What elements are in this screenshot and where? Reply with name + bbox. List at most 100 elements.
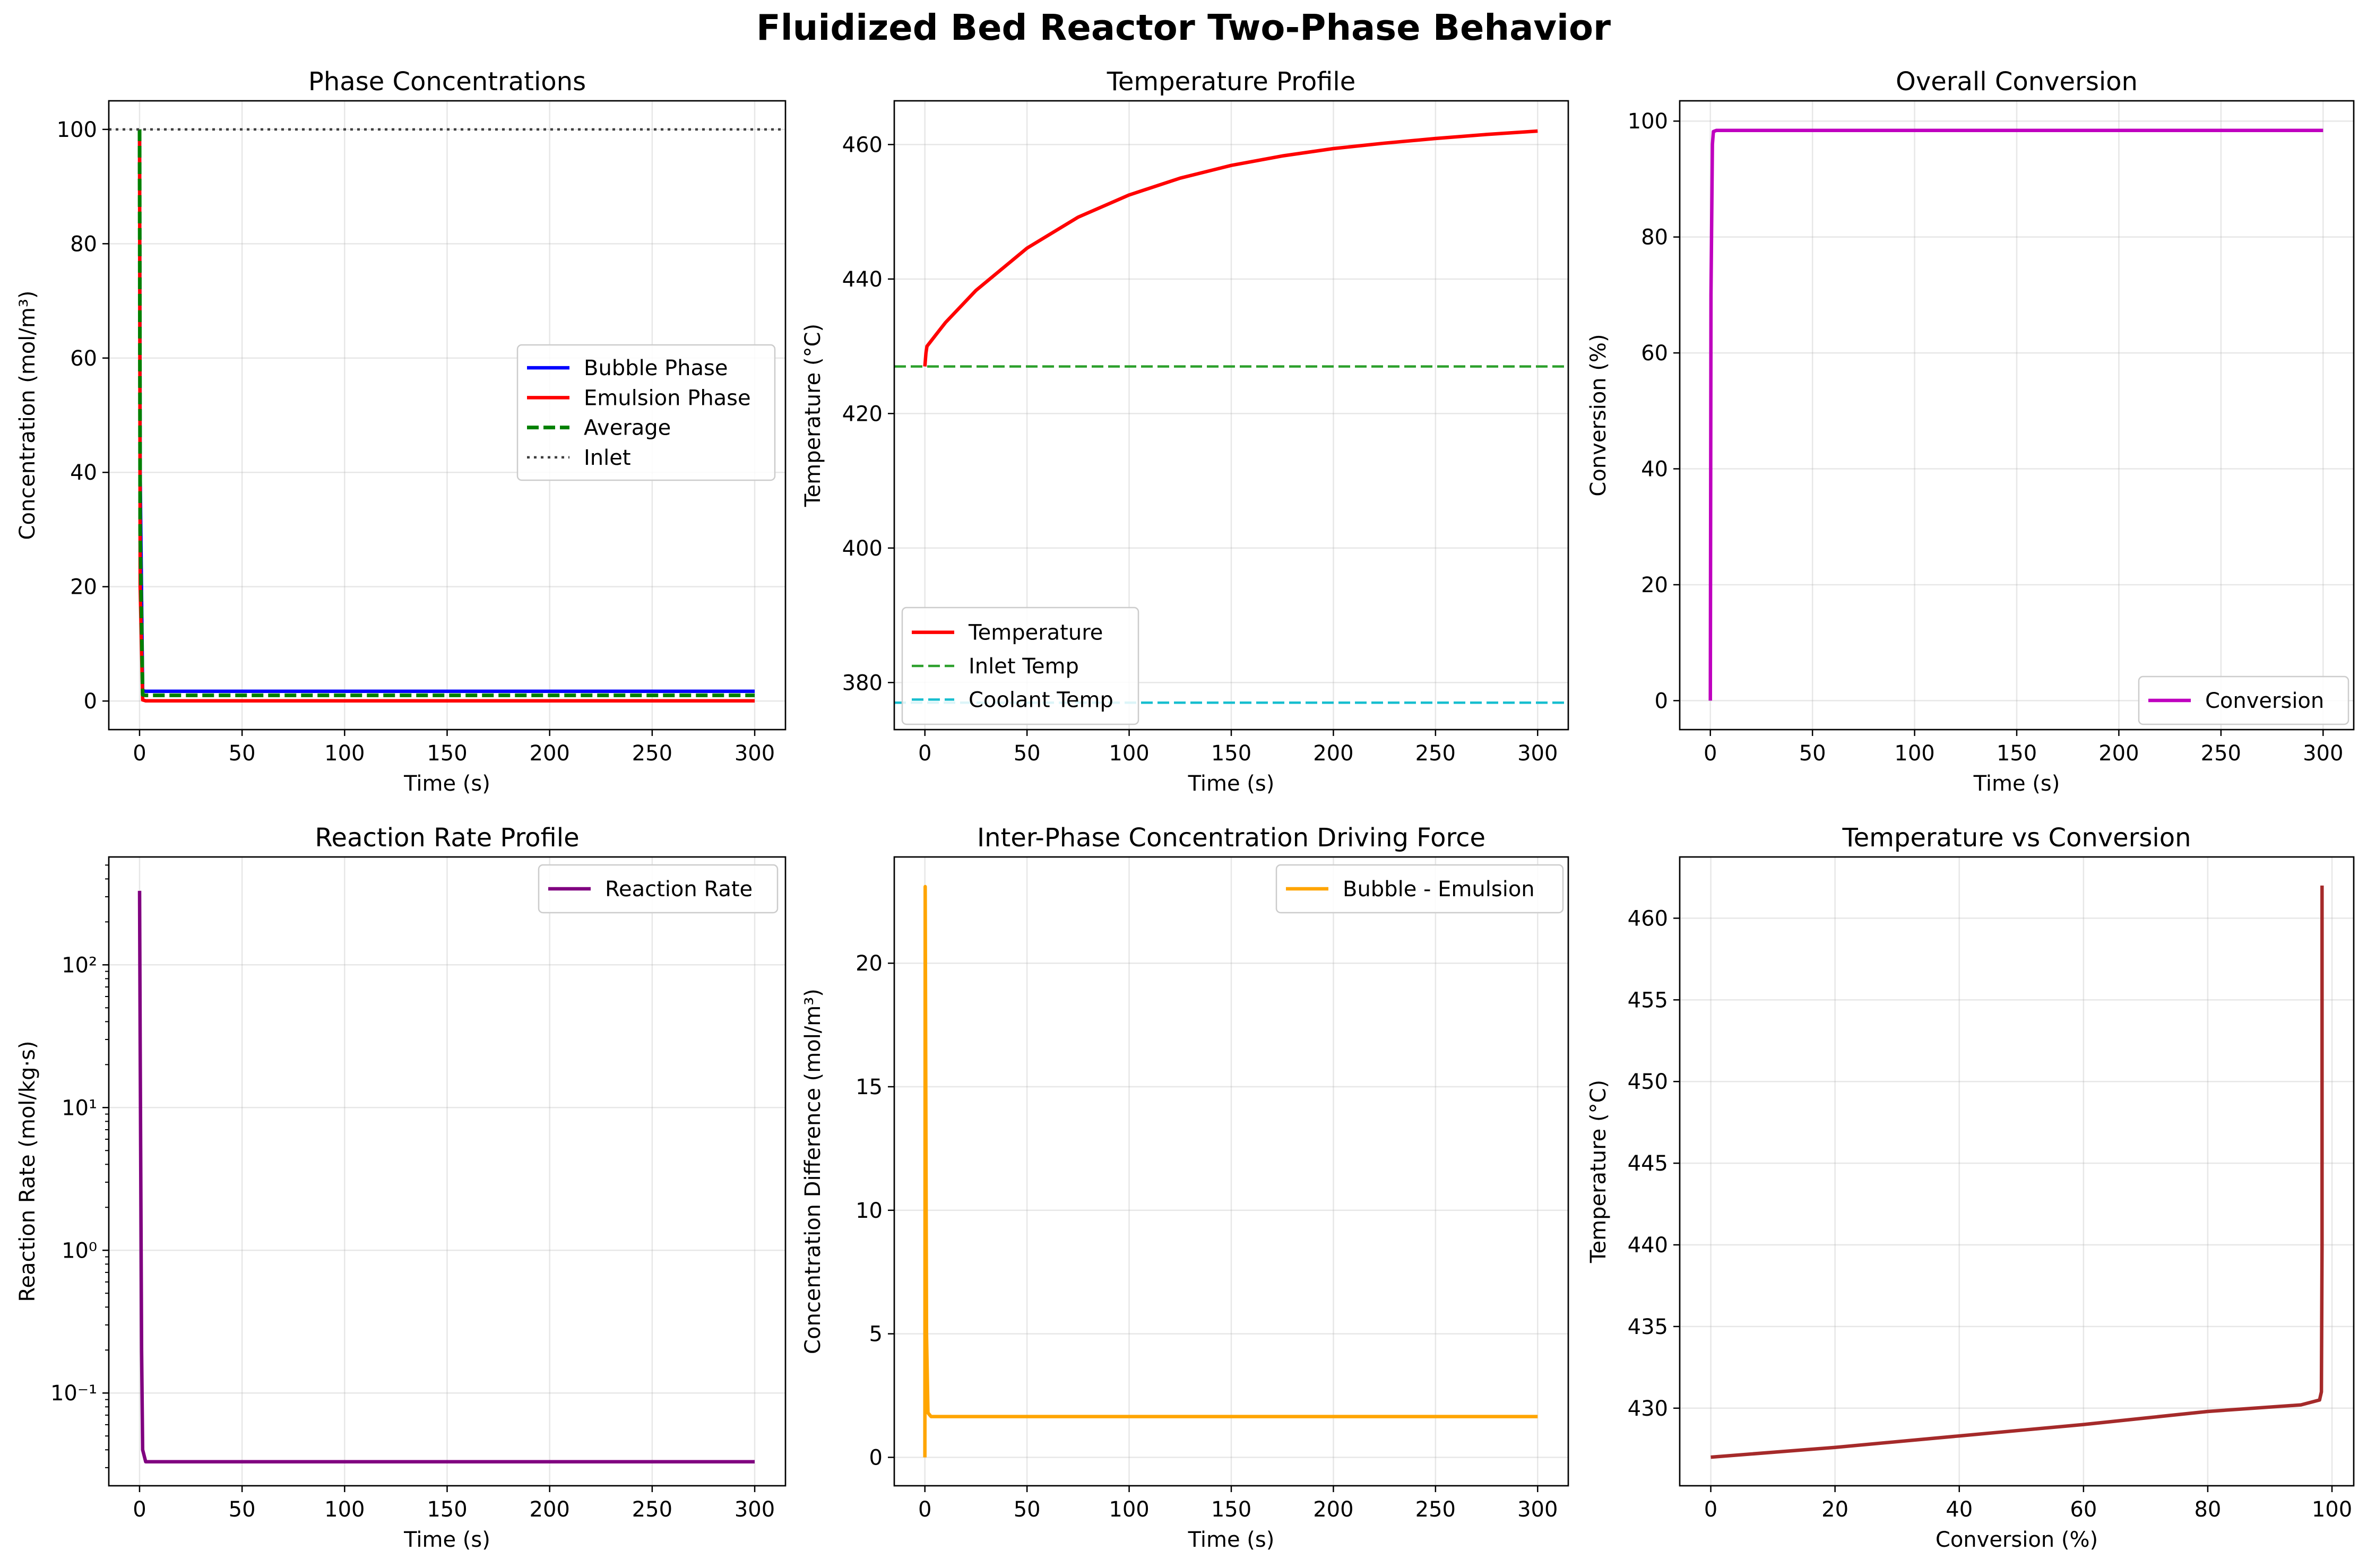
x-tick-label: 100: [1894, 741, 1934, 766]
legend-label-bubble-phase: Bubble Phase: [584, 356, 728, 380]
x-tick-label: 0: [133, 741, 146, 766]
y-tick-label: 20: [70, 575, 97, 600]
series-line-conversion: [1708, 128, 2323, 701]
legend: Reaction Rate: [538, 864, 779, 914]
y-tick-label: 20: [1641, 573, 1668, 597]
x-tick-label: 200: [1313, 1497, 1353, 1522]
y-tick-label: 80: [1641, 226, 1668, 250]
x-axis-label: Time (s): [403, 772, 490, 796]
y-tick-label: 40: [70, 461, 97, 485]
x-tick-label: 150: [1211, 741, 1251, 766]
y-tick-label: 60: [70, 346, 97, 371]
legend: Temperature Inlet Temp Coolant Temp: [901, 607, 1139, 725]
legend: Bubble Phase Emulsion Phase Average Inlet: [516, 344, 776, 481]
subplot-6: 0 20 40 60 80 100 430 435 440 445 450 455 460 Tempera…: [1586, 823, 2355, 1552]
x-tick-label: 100: [1109, 1497, 1149, 1522]
x-tick-label: 250: [2201, 741, 2241, 766]
x-axis-label: Time (s): [1973, 772, 2060, 796]
y-tick-label: 400: [842, 536, 883, 561]
subplot-4: 0 50 100 150 200 250 300 10⁻¹ 10⁰ 10¹ 10² Reaction …: [15, 823, 787, 1552]
series-group: [1708, 128, 2323, 701]
legend-label-emulsion-phase: Emulsion Phase: [584, 386, 751, 410]
y-tick-label: 0: [869, 1445, 883, 1470]
legend-label-bubble-emulsion: Bubble - Emulsion: [1343, 877, 1535, 902]
series-line-data: [1711, 885, 2324, 1459]
series-group: [1711, 885, 2324, 1459]
y-tick-label: 0: [1655, 689, 1668, 713]
series-line-bubble-emulsion: [923, 885, 1538, 1458]
y-tick-label: 5: [869, 1322, 883, 1347]
y-tick-label: 10¹: [62, 1096, 97, 1120]
x-tick-label: 100: [324, 741, 365, 766]
y-tick-label: 0: [84, 689, 97, 714]
x-axis-label: Time (s): [403, 1528, 490, 1552]
plot-area: [1680, 857, 2354, 1486]
figure-title: Fluidized Bed Reactor Two-Phase Behavior: [756, 7, 1611, 48]
x-tick-label: 200: [1313, 741, 1353, 766]
x-axis-label: Time (s): [1188, 1528, 1275, 1552]
x-tick-label: 250: [632, 741, 672, 766]
legend-label-reaction-rate: Reaction Rate: [605, 877, 753, 902]
subplot-title: Phase Concentrations: [308, 67, 586, 97]
axes-frame: [1679, 856, 2355, 1487]
y-tick-label: 455: [1628, 988, 1668, 1012]
y-tick-label: 10⁰: [62, 1238, 97, 1263]
subplot-5: 0 50 100 150 200 250 300 0 5 10 15 20 Inter-Phase Co…: [801, 823, 1569, 1552]
subplot-title: Reaction Rate Profile: [315, 823, 579, 853]
y-tick-label: 10²: [62, 953, 97, 977]
series-group: [109, 128, 785, 703]
series-line-temperature: [923, 129, 1538, 367]
y-tick-label: 15: [856, 1075, 883, 1099]
plot-area: [1680, 101, 2354, 730]
y-tick-label: 435: [1628, 1315, 1668, 1339]
x-tick-label: 0: [918, 1497, 931, 1522]
series-line-reaction-rate: [137, 890, 755, 1463]
subplot-title: Overall Conversion: [1896, 67, 2138, 97]
x-tick-label: 150: [427, 741, 467, 766]
legend-label-average: Average: [584, 416, 671, 440]
x-tick-label: 200: [530, 1497, 570, 1522]
subplot-3: 0 50 100 150 200 250 300 0 20 40 60 80 100 Overall Co…: [1586, 67, 2355, 796]
y-axis-label: Conversion (%): [1586, 334, 1611, 496]
y-tick-label: 430: [1628, 1397, 1668, 1421]
legend: Conversion: [2138, 675, 2349, 725]
subplot-title: Temperature Profile: [1107, 67, 1356, 97]
x-tick-label: 60: [2070, 1497, 2097, 1522]
legend: Bubble - Emulsion: [1275, 864, 1564, 914]
y-axis-label: Concentration (mol/m³): [15, 291, 40, 540]
legend-label-conversion: Conversion: [2205, 689, 2324, 713]
legend-box: [2138, 675, 2349, 725]
plot-area: [894, 857, 1568, 1486]
x-tick-label: 150: [1211, 1497, 1251, 1522]
x-tick-label: 50: [1014, 1497, 1041, 1522]
x-tick-label: 50: [229, 741, 256, 766]
y-tick-label: 440: [842, 267, 883, 292]
y-tick-label: 440: [1628, 1233, 1668, 1258]
x-tick-label: 0: [1704, 741, 1717, 766]
y-axis-label: Concentration Difference (mol/m³): [801, 989, 825, 1354]
x-tick-label: 250: [632, 1497, 672, 1522]
y-tick-label: 100: [1628, 109, 1668, 134]
x-tick-label: 300: [2303, 741, 2343, 766]
x-tick-label: 0: [918, 741, 931, 766]
x-tick-label: 100: [324, 1497, 365, 1522]
y-tick-label: 20: [856, 951, 883, 976]
y-tick-label: 10: [856, 1199, 883, 1223]
plot-area: [109, 857, 785, 1486]
subplot-1: 0 50 100 150 200 250 300 0 20 40 60 80 100 Phase Conc…: [15, 67, 787, 796]
y-axis-label: Reaction Rate (mol/kg·s): [15, 1041, 40, 1302]
x-tick-label: 100: [2312, 1497, 2352, 1522]
legend-box: [538, 864, 779, 914]
y-axis-label: Temperature (°C): [1586, 1080, 1611, 1263]
x-tick-label: 50: [1014, 741, 1041, 766]
y-tick-label: 60: [1641, 341, 1668, 366]
series-group: [137, 890, 755, 1463]
y-tick-label: 10⁻¹: [50, 1381, 97, 1406]
x-tick-label: 0: [133, 1497, 146, 1522]
y-tick-label: 420: [842, 402, 883, 426]
x-tick-label: 0: [1704, 1497, 1717, 1522]
x-tick-label: 20: [1821, 1497, 1848, 1522]
subplot-2: 0 50 100 150 200 250 300 380 400 420 440 460 Tempera…: [801, 67, 1569, 796]
x-axis-label: Conversion (%): [1936, 1528, 2098, 1552]
